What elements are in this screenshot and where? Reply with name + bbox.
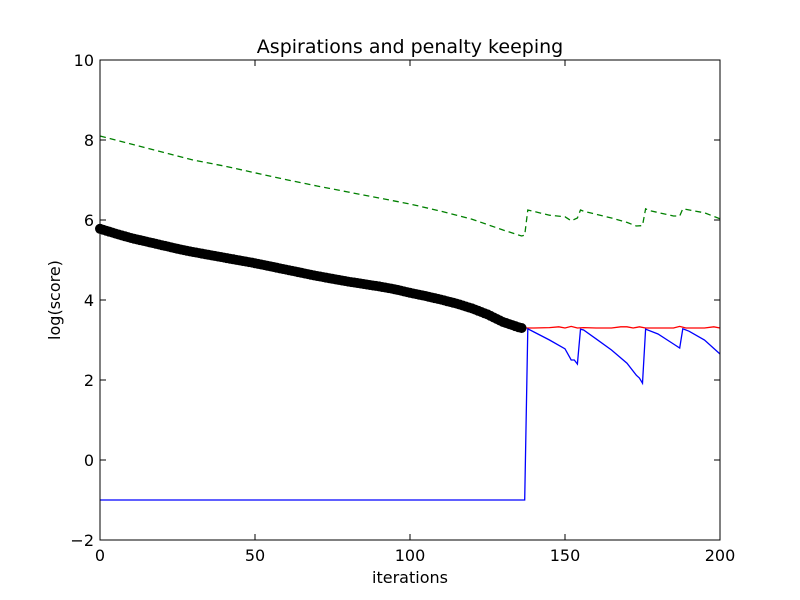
series-0-point [516,323,527,333]
y-tick-label: 2 [84,371,94,390]
chart-title: Aspirations and penalty keeping [257,36,563,58]
series-0-markers [95,223,527,333]
y-tick-label: 10 [74,51,94,70]
y-tick-label: 8 [84,131,94,150]
y-tick-label: 4 [84,291,94,310]
series-1-line [99,135,721,237]
x-axis-label: iterations [372,568,448,587]
x-tick-label: 50 [245,546,265,565]
plot-area [100,60,720,540]
y-tick-label: 6 [84,211,94,230]
series-layer [95,135,721,501]
x-tick-label: 150 [550,546,581,565]
x-tick-label: 0 [95,546,105,565]
series-3-line [100,327,721,501]
y-axis-label: log(score) [45,260,64,340]
x-tick-label: 100 [395,546,426,565]
y-tick-label: 0 [84,451,94,470]
series-2-line [524,325,721,329]
x-tick-label: 200 [705,546,736,565]
y-tick-label: −2 [70,531,94,550]
plot-frame [99,59,721,541]
